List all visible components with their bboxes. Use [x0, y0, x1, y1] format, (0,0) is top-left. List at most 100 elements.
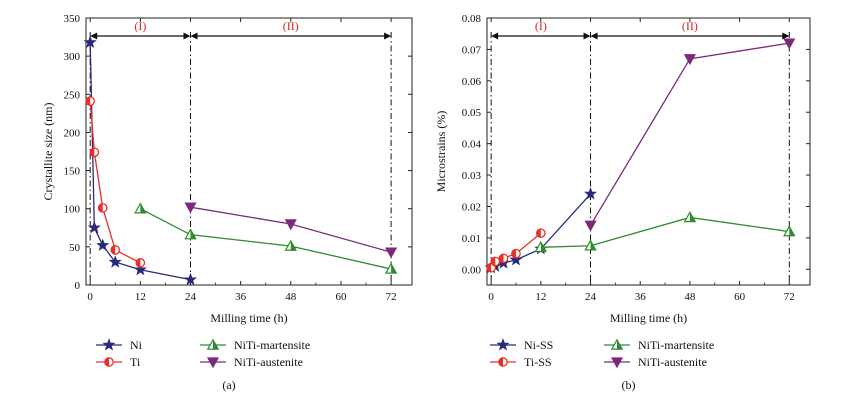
y-axis-label: Crystallite size (nm) [41, 103, 55, 201]
data-point [184, 228, 197, 240]
y-tick-label: 0.05 [462, 107, 482, 119]
x-tick-label: 36 [235, 291, 247, 303]
plot-frame [85, 17, 413, 286]
legend-marker [206, 357, 220, 369]
data-point [584, 187, 598, 200]
legend-label: NiTi-martensite [638, 338, 714, 352]
legend-marker [206, 338, 220, 350]
x-tick-label: 72 [784, 291, 795, 303]
legend: Ni-SS Ti-SS NiTi-martensite NiTi-austenite [490, 338, 714, 369]
arrow-head-left [90, 32, 98, 40]
x-tick-label: 24 [585, 291, 597, 303]
data-point [384, 262, 398, 274]
data-point [498, 253, 509, 264]
data-point [511, 248, 521, 259]
data-point [96, 238, 110, 251]
y-tick-label: 50 [69, 242, 81, 254]
legend-label: NiTi-martensite [234, 338, 310, 352]
region-label: (I) [535, 19, 547, 33]
legend-marker [102, 338, 116, 351]
legend-marker [496, 338, 510, 351]
data-point [534, 240, 548, 253]
data-point [85, 96, 96, 107]
region-label: (I) [134, 19, 146, 33]
series-line [89, 42, 191, 281]
legend-label: Ti [130, 355, 141, 369]
data-point [97, 203, 108, 213]
y-tick-label: 150 [64, 166, 81, 178]
arrow-head-right [782, 32, 790, 40]
x-tick-label: 60 [734, 291, 746, 303]
y-tick-label: 250 [64, 89, 81, 101]
legend-marker [104, 357, 114, 367]
data-point [108, 255, 122, 268]
legend-marker [610, 357, 624, 369]
legend-label: NiTi-austenite [234, 355, 303, 369]
arrow-head-right [384, 32, 392, 40]
legend-label: NiTi-austenite [638, 355, 707, 369]
legend-label: Ti-SS [524, 355, 552, 369]
arrow-head-left [190, 32, 198, 40]
arrow-head-left [590, 32, 598, 40]
series-line [589, 42, 790, 226]
y-tick-label: 300 [64, 51, 81, 63]
data-point [783, 38, 796, 50]
data-point [509, 253, 523, 266]
data-point [87, 220, 101, 234]
data-point [133, 262, 147, 276]
legend-label: Ni [130, 338, 143, 352]
x-tick-label: 0 [488, 291, 494, 303]
panel-label: (a) [222, 378, 235, 392]
data-point [490, 256, 501, 267]
x-tick-label: 36 [635, 291, 647, 303]
chart-panel-a: 0 12 24 36 48 60 72 0 50 100 150 200 250 300 350 Millin… [41, 13, 413, 392]
series-line [140, 208, 392, 270]
x-tick-label: 72 [386, 291, 397, 303]
arrow-head-left [491, 32, 499, 40]
series-line [89, 101, 141, 264]
y-tick-label: 0.08 [462, 13, 482, 25]
y-tick-label: 0.07 [462, 44, 482, 56]
data-point [284, 239, 298, 251]
data-point [584, 239, 597, 251]
legend-marker [498, 357, 508, 367]
y-tick-label: 0.02 [462, 201, 481, 213]
data-point [134, 202, 147, 214]
region-label: (II) [682, 19, 698, 33]
legend: Ni Ti NiTi-martensite NiTi-austenite [96, 338, 310, 369]
plot-frame [486, 17, 811, 286]
x-tick-label: 12 [535, 291, 546, 303]
x-tick-label: 24 [185, 291, 197, 303]
x-axis-label: Milling time (h) [210, 311, 287, 325]
data-point [183, 272, 198, 286]
data-point [110, 245, 121, 255]
data-point [135, 258, 146, 268]
arrow-head-right [583, 32, 591, 40]
arrow-head-right [183, 32, 191, 40]
y-tick-label: 0.01 [462, 233, 481, 245]
legend-marker [610, 338, 624, 350]
data-point [89, 147, 100, 158]
x-tick-label: 12 [135, 291, 146, 303]
x-axis-label: Milling time (h) [610, 311, 687, 325]
y-tick-label: 100 [64, 204, 81, 216]
x-tick-label: 60 [335, 291, 347, 303]
y-tick-label: 0.03 [462, 170, 482, 182]
y-tick-label: 0 [75, 280, 81, 292]
y-tick-label: 0.06 [462, 76, 482, 88]
data-point [284, 219, 297, 231]
data-point [385, 247, 398, 259]
series-line [540, 216, 790, 248]
data-point [683, 211, 697, 223]
y-axis-label: Microstrains (%) [434, 111, 448, 193]
y-tick-label: 0.00 [462, 264, 482, 276]
data-point [184, 202, 197, 214]
x-tick-label: 0 [87, 291, 93, 303]
chart-panel-b: 0 12 24 36 48 60 72 0.00 0.01 0.02 0.03 0.04 0.05 0.0… [434, 13, 811, 392]
y-tick-label: 200 [64, 127, 81, 139]
data-point [783, 225, 796, 237]
legend-label: Ni-SS [524, 338, 553, 352]
data-point [584, 220, 597, 232]
x-tick-label: 48 [684, 291, 696, 303]
x-tick-label: 48 [285, 291, 297, 303]
